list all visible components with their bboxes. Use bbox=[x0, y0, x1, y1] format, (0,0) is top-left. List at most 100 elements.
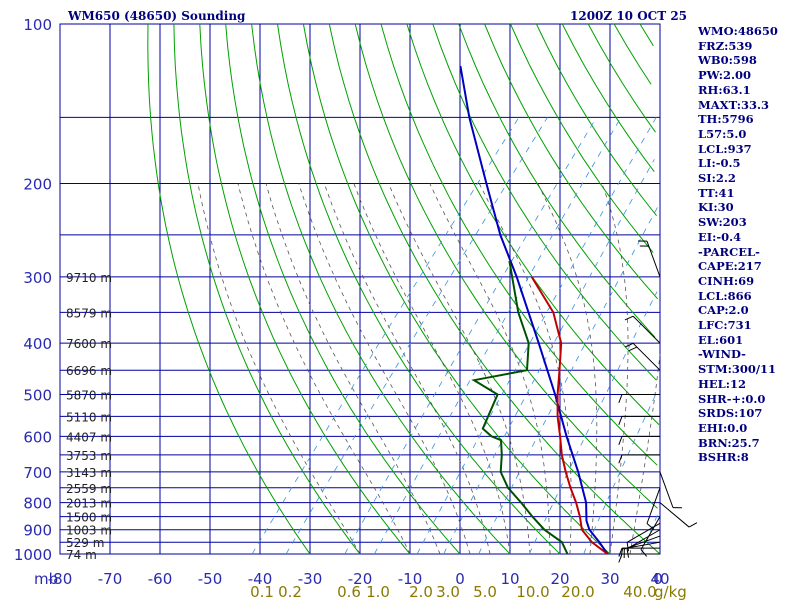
temperature-tick-label: 20 bbox=[550, 570, 569, 588]
sounding-title: WM650 (48650) Sounding bbox=[68, 9, 246, 23]
dry-adiabat bbox=[199, 23, 411, 555]
sounding-stats: WMO:48650 FRZ:539 WB0:598 PW:2.00 RH:63.1 MAX… bbox=[698, 24, 778, 465]
pressure-label: 300 bbox=[23, 269, 52, 287]
stat-item: SHR-+:0.0 bbox=[698, 391, 766, 406]
moist-adiabat bbox=[537, 183, 598, 555]
stat-item: STM:300/11 bbox=[698, 362, 777, 377]
moist-adiabat bbox=[298, 183, 471, 555]
temperature-tick-label: 0 bbox=[455, 570, 465, 588]
stat-item: SW:203 bbox=[698, 215, 747, 230]
temperature-tick-label: 30 bbox=[600, 570, 619, 588]
dry-adiabat bbox=[147, 23, 311, 555]
stat-item: PW:2.00 bbox=[698, 68, 752, 83]
dry-adiabats bbox=[147, 23, 661, 555]
stat-item: EL:601 bbox=[698, 332, 744, 347]
height-label: 9710 m bbox=[66, 271, 112, 285]
moist-adiabat bbox=[478, 183, 572, 554]
mixing-ratio-line bbox=[251, 117, 520, 555]
mixing-ratio-line bbox=[641, 510, 660, 555]
wind-barb bbox=[632, 342, 661, 371]
pressure-label: 600 bbox=[23, 428, 52, 446]
stat-item: LCL:866 bbox=[698, 288, 752, 303]
mixing-ratio-label: 0.6 bbox=[337, 583, 361, 600]
mixing-ratio-label: 5.0 bbox=[473, 583, 497, 600]
dewpoint-line bbox=[471, 260, 569, 555]
dry-adiabat bbox=[432, 23, 657, 381]
wind-barbs bbox=[618, 240, 698, 563]
mixing-ratio-label: 3.0 bbox=[436, 583, 460, 600]
height-label: 2559 m bbox=[66, 482, 112, 496]
parcel-line bbox=[459, 65, 609, 555]
wind-barb-feather bbox=[626, 548, 630, 558]
dry-adiabat bbox=[484, 23, 658, 300]
moist-adiabat bbox=[388, 183, 531, 555]
sounding-time: 1200Z 10 OCT 25 bbox=[570, 9, 688, 23]
wind-barb-feather bbox=[618, 436, 623, 446]
moist-adiabat bbox=[353, 183, 511, 555]
stat-item: BRN:25.7 bbox=[698, 435, 760, 450]
mixing-ratio-line bbox=[374, 117, 622, 555]
pressure-label: 500 bbox=[23, 386, 52, 404]
moist-adiabat bbox=[197, 183, 361, 555]
temperature-tick-label: -10 bbox=[398, 570, 423, 588]
height-label: 3143 m bbox=[66, 466, 112, 480]
height-label: 529 m bbox=[66, 536, 104, 550]
pressure-label: 900 bbox=[23, 522, 52, 540]
mixing-ratio-label: 40.0 bbox=[623, 583, 656, 600]
mixing-ratio-line bbox=[443, 159, 655, 555]
moist-adiabat bbox=[429, 183, 551, 554]
wind-barb-feather bbox=[640, 549, 648, 557]
pressure-label: 700 bbox=[23, 464, 52, 482]
mixing-ratio-label: 0.1 bbox=[250, 583, 274, 600]
wind-barb-feather bbox=[618, 394, 623, 404]
height-label: 2013 m bbox=[66, 497, 112, 511]
wind-barb-feather bbox=[618, 416, 623, 425]
height-label: 7600 m bbox=[66, 337, 112, 351]
wind-barb bbox=[626, 529, 661, 550]
stat-item: TH:5796 bbox=[698, 112, 754, 127]
stat-item: CINH:69 bbox=[698, 273, 755, 288]
temperature-tick-label: -80 bbox=[48, 570, 73, 588]
wind-barb-feather bbox=[618, 454, 623, 464]
temperature-tick-label: -20 bbox=[348, 570, 373, 588]
wind-barb bbox=[646, 240, 661, 278]
stat-item: MAXT:33.3 bbox=[698, 97, 769, 112]
stat-item: TT:41 bbox=[698, 185, 735, 200]
stat-item: L57:5.0 bbox=[698, 126, 747, 141]
height-label: 74 m bbox=[66, 548, 97, 562]
mixing-ratio-label: 1.0 bbox=[366, 583, 390, 600]
mixing-ratio-line bbox=[478, 205, 659, 555]
dry-adiabat bbox=[535, 23, 657, 217]
dry-adiabat bbox=[510, 23, 654, 253]
moist-adiabat bbox=[629, 354, 661, 555]
stat-item: HEL:12 bbox=[698, 376, 746, 391]
mixing-ratio-line bbox=[583, 389, 659, 555]
height-label: 4407 m bbox=[66, 430, 112, 444]
mixing-ratio-line bbox=[285, 117, 548, 555]
moist-adiabat bbox=[237, 183, 411, 555]
wind-barb-feather bbox=[626, 542, 630, 552]
stat-item: CAPE:217 bbox=[698, 259, 762, 274]
pressure-label: 1000 bbox=[14, 546, 52, 564]
pressure-label: 100 bbox=[23, 16, 52, 34]
wind-barb bbox=[659, 502, 690, 528]
mixing-ratio-label: 0.2 bbox=[278, 583, 302, 600]
stat-item: BSHR:8 bbox=[698, 450, 749, 465]
temperature-tick-label: 40 bbox=[650, 570, 669, 588]
wind-barb bbox=[632, 315, 661, 344]
stat-item: LFC:731 bbox=[698, 318, 752, 333]
mixing-ratio-unit: g/kg bbox=[654, 583, 687, 600]
dry-adiabat bbox=[328, 23, 661, 555]
dry-adiabat bbox=[354, 23, 658, 509]
stat-item: EHI:0.0 bbox=[698, 420, 748, 435]
height-label: 5870 m bbox=[66, 388, 112, 402]
wind-barb-feather bbox=[618, 547, 623, 557]
moist-adiabats bbox=[197, 183, 661, 555]
profiles bbox=[459, 65, 609, 555]
temperature-tick-label: -50 bbox=[198, 570, 223, 588]
dry-adiabat bbox=[225, 23, 461, 555]
mixing-ratio-line bbox=[528, 291, 658, 555]
height-label: 6696 m bbox=[66, 364, 112, 378]
